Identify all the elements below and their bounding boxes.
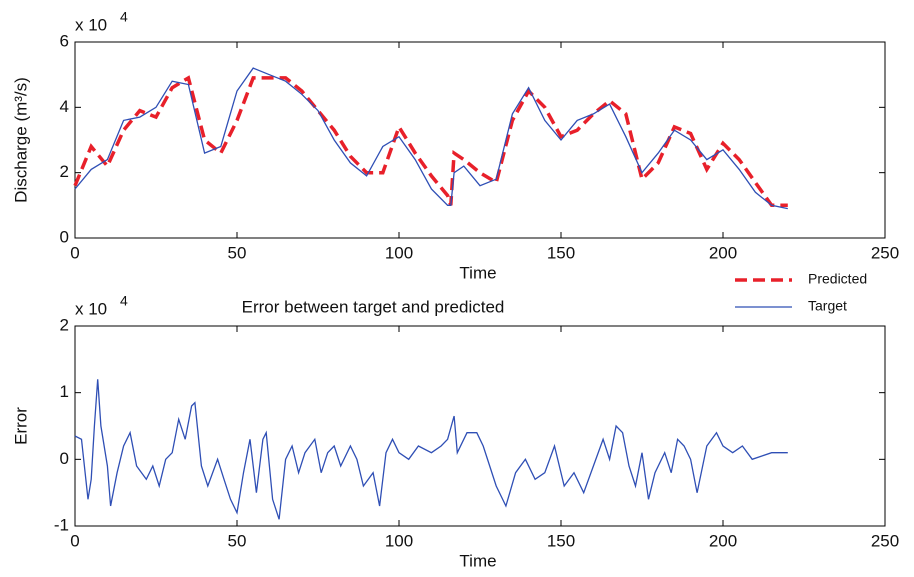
x-axis-label: Time [459,551,496,570]
x-tick-label: 50 [228,243,247,262]
x-tick-label: 250 [871,243,899,262]
y-axis-label: Discharge (m³/s) [11,77,30,203]
x-tick-label: 100 [385,531,413,550]
x-tick-label: 100 [385,243,413,262]
plot-frame [74,41,886,239]
y-tick-label: 6 [60,31,69,50]
y-tick-label: -1 [54,515,69,534]
y-axis-label: Error [11,407,30,445]
x-tick-label: 250 [871,531,899,550]
y-multiplier: x 10 [75,15,107,34]
chart-title: Error between target and predicted [242,297,505,316]
x-tick-label: 0 [70,531,79,550]
series-line [74,67,788,210]
x-tick-label: 150 [547,243,575,262]
series-line [74,379,788,520]
series-line [73,75,788,208]
y-tick-label: 4 [60,97,69,116]
x-tick-label: 0 [70,243,79,262]
x-tick-label: 200 [709,243,737,262]
y-tick-label: 1 [60,382,69,401]
y-tick-label: 0 [60,449,69,468]
y-multiplier: x 10 [75,299,107,318]
x-tick-label: 200 [709,531,737,550]
x-tick-label: 50 [228,531,247,550]
y-tick-label: 0 [60,227,69,246]
legend-label: Target [808,298,847,314]
x-tick-label: 150 [547,531,575,550]
y-tick-label: 2 [60,162,69,181]
plot-frame [74,325,886,527]
y-multiplier-exponent: 4 [120,9,128,25]
legend-label: Predicted [808,271,867,287]
y-tick-label: 2 [60,315,69,334]
x-axis-label: Time [459,263,496,282]
y-multiplier-exponent: 4 [120,293,128,309]
